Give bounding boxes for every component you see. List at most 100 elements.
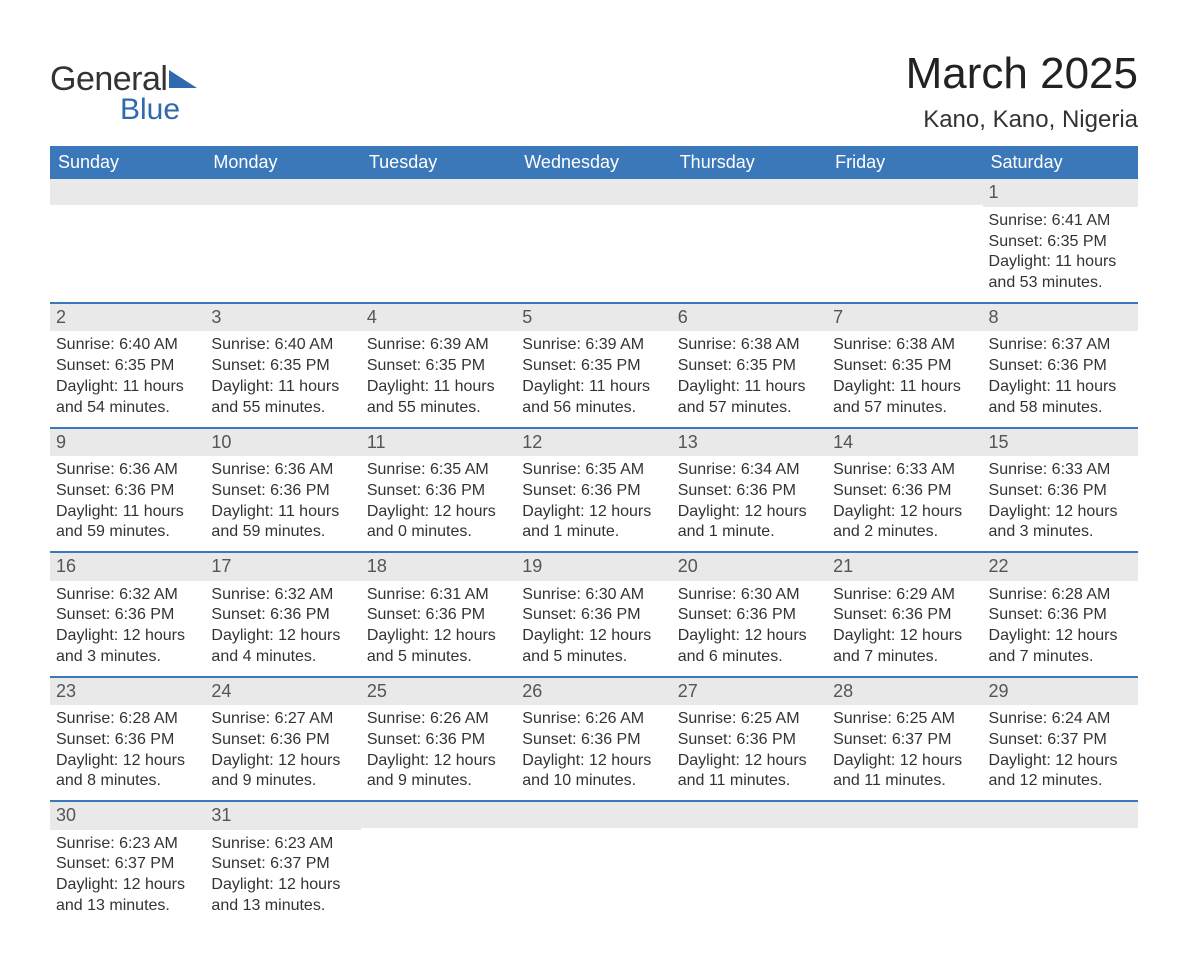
day-number: 21: [827, 553, 982, 580]
day-number: 1: [983, 179, 1138, 206]
week-row: 23Sunrise: 6:28 AMSunset: 6:36 PMDayligh…: [50, 676, 1138, 801]
day-cell: 23Sunrise: 6:28 AMSunset: 6:36 PMDayligh…: [50, 678, 205, 801]
sunrise-text: Sunrise: 6:31 AM: [367, 585, 510, 606]
daylight-line2: and 7 minutes.: [833, 647, 976, 668]
daylight-line2: and 55 minutes.: [367, 398, 510, 419]
sunset-text: Sunset: 6:36 PM: [522, 605, 665, 626]
day-number: 3: [205, 304, 360, 331]
day-empty-body: [205, 205, 360, 265]
daylight-line2: and 57 minutes.: [833, 398, 976, 419]
sunset-text: Sunset: 6:36 PM: [56, 605, 199, 626]
sunset-text: Sunset: 6:36 PM: [211, 481, 354, 502]
week-row: 2Sunrise: 6:40 AMSunset: 6:35 PMDaylight…: [50, 302, 1138, 427]
day-number: 19: [516, 553, 671, 580]
sunrise-text: Sunrise: 6:34 AM: [678, 460, 821, 481]
sunrise-text: Sunrise: 6:23 AM: [56, 834, 199, 855]
day-number: 10: [205, 429, 360, 456]
sunrise-text: Sunrise: 6:25 AM: [678, 709, 821, 730]
day-body: Sunrise: 6:32 AMSunset: 6:36 PMDaylight:…: [205, 581, 360, 676]
daylight-line2: and 2 minutes.: [833, 522, 976, 543]
daylight-line1: Daylight: 12 hours: [522, 751, 665, 772]
daylight-line2: and 0 minutes.: [367, 522, 510, 543]
daylight-line1: Daylight: 12 hours: [678, 626, 821, 647]
day-empty: [516, 179, 671, 205]
daylight-line1: Daylight: 12 hours: [989, 502, 1132, 523]
sunset-text: Sunset: 6:36 PM: [56, 730, 199, 751]
sunset-text: Sunset: 6:36 PM: [522, 730, 665, 751]
day-number: 16: [50, 553, 205, 580]
weekday-header: Saturday: [983, 146, 1138, 179]
header-area: General Blue March 2025 Kano, Kano, Nige…: [50, 50, 1138, 134]
daylight-line2: and 55 minutes.: [211, 398, 354, 419]
day-body: Sunrise: 6:26 AMSunset: 6:36 PMDaylight:…: [516, 705, 671, 800]
day-empty: [361, 802, 516, 828]
daylight-line1: Daylight: 12 hours: [367, 626, 510, 647]
day-empty-body: [50, 205, 205, 265]
day-number: 22: [983, 553, 1138, 580]
day-body: Sunrise: 6:28 AMSunset: 6:36 PMDaylight:…: [983, 581, 1138, 676]
daylight-line2: and 12 minutes.: [989, 771, 1132, 792]
sunset-text: Sunset: 6:36 PM: [678, 481, 821, 502]
day-number: 9: [50, 429, 205, 456]
daylight-line2: and 1 minute.: [522, 522, 665, 543]
day-body: Sunrise: 6:37 AMSunset: 6:36 PMDaylight:…: [983, 331, 1138, 426]
daylight-line2: and 54 minutes.: [56, 398, 199, 419]
week-row: 30Sunrise: 6:23 AMSunset: 6:37 PMDayligh…: [50, 800, 1138, 925]
brand-logo: General Blue: [50, 60, 197, 127]
day-empty-body: [361, 205, 516, 265]
sunset-text: Sunset: 6:35 PM: [833, 356, 976, 377]
daylight-line2: and 9 minutes.: [211, 771, 354, 792]
day-cell: 4Sunrise: 6:39 AMSunset: 6:35 PMDaylight…: [361, 304, 516, 427]
day-cell: 5Sunrise: 6:39 AMSunset: 6:35 PMDaylight…: [516, 304, 671, 427]
day-cell: 7Sunrise: 6:38 AMSunset: 6:35 PMDaylight…: [827, 304, 982, 427]
daylight-line1: Daylight: 12 hours: [367, 751, 510, 772]
sunrise-text: Sunrise: 6:26 AM: [367, 709, 510, 730]
daylight-line1: Daylight: 11 hours: [833, 377, 976, 398]
daylight-line2: and 59 minutes.: [56, 522, 199, 543]
sunrise-text: Sunrise: 6:35 AM: [367, 460, 510, 481]
daylight-line1: Daylight: 12 hours: [833, 751, 976, 772]
calendar: SundayMondayTuesdayWednesdayThursdayFrid…: [50, 146, 1138, 924]
sunset-text: Sunset: 6:36 PM: [989, 605, 1132, 626]
day-cell: 11Sunrise: 6:35 AMSunset: 6:36 PMDayligh…: [361, 429, 516, 552]
day-cell: 28Sunrise: 6:25 AMSunset: 6:37 PMDayligh…: [827, 678, 982, 801]
sunset-text: Sunset: 6:35 PM: [522, 356, 665, 377]
daylight-line1: Daylight: 12 hours: [56, 751, 199, 772]
daylight-line2: and 5 minutes.: [367, 647, 510, 668]
day-empty-body: [827, 205, 982, 265]
day-number: 29: [983, 678, 1138, 705]
day-body: Sunrise: 6:28 AMSunset: 6:36 PMDaylight:…: [50, 705, 205, 800]
day-cell: 9Sunrise: 6:36 AMSunset: 6:36 PMDaylight…: [50, 429, 205, 552]
day-cell: [827, 179, 982, 302]
day-body: Sunrise: 6:32 AMSunset: 6:36 PMDaylight:…: [50, 581, 205, 676]
weekday-header: Sunday: [50, 146, 205, 179]
day-body: Sunrise: 6:27 AMSunset: 6:36 PMDaylight:…: [205, 705, 360, 800]
daylight-line2: and 5 minutes.: [522, 647, 665, 668]
brand-triangle-icon: [169, 70, 197, 88]
sunrise-text: Sunrise: 6:24 AM: [989, 709, 1132, 730]
daylight-line1: Daylight: 12 hours: [211, 875, 354, 896]
daylight-line2: and 1 minute.: [678, 522, 821, 543]
sunset-text: Sunset: 6:37 PM: [989, 730, 1132, 751]
sunset-text: Sunset: 6:36 PM: [367, 605, 510, 626]
day-empty-body: [516, 205, 671, 265]
day-number: 25: [361, 678, 516, 705]
sunrise-text: Sunrise: 6:28 AM: [56, 709, 199, 730]
day-cell: 17Sunrise: 6:32 AMSunset: 6:36 PMDayligh…: [205, 553, 360, 676]
weekday-header: Wednesday: [516, 146, 671, 179]
sunrise-text: Sunrise: 6:38 AM: [678, 335, 821, 356]
day-cell: 30Sunrise: 6:23 AMSunset: 6:37 PMDayligh…: [50, 802, 205, 925]
daylight-line2: and 7 minutes.: [989, 647, 1132, 668]
sunrise-text: Sunrise: 6:39 AM: [522, 335, 665, 356]
day-number: 5: [516, 304, 671, 331]
day-empty-body: [672, 828, 827, 888]
day-body: Sunrise: 6:24 AMSunset: 6:37 PMDaylight:…: [983, 705, 1138, 800]
day-body: Sunrise: 6:34 AMSunset: 6:36 PMDaylight:…: [672, 456, 827, 551]
daylight-line1: Daylight: 12 hours: [211, 751, 354, 772]
sunrise-text: Sunrise: 6:30 AM: [678, 585, 821, 606]
daylight-line1: Daylight: 12 hours: [833, 502, 976, 523]
sunrise-text: Sunrise: 6:26 AM: [522, 709, 665, 730]
daylight-line1: Daylight: 11 hours: [211, 377, 354, 398]
daylight-line2: and 11 minutes.: [678, 771, 821, 792]
day-cell: [672, 179, 827, 302]
